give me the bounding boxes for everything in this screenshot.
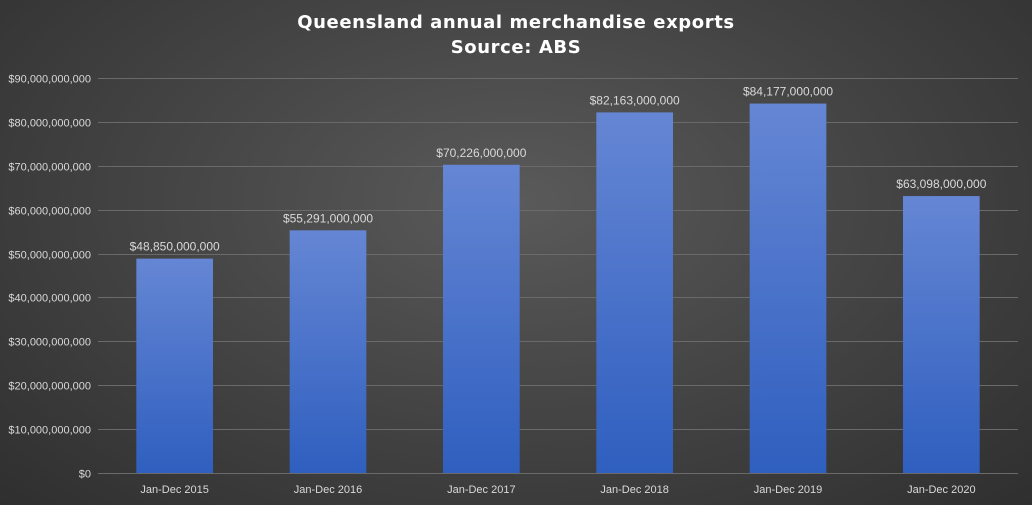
data-labels: $48,850,000,000 $55,291,000,000 $70,226,00… xyxy=(130,85,987,254)
y-tick-label: $90,000,000,000 xyxy=(8,74,91,86)
bar xyxy=(596,112,673,473)
y-tick-label: $60,000,000,000 xyxy=(8,206,91,218)
chart-title: Queensland annual merchandise exports xyxy=(297,12,735,33)
data-label: $82,163,000,000 xyxy=(590,93,680,107)
data-label: $84,177,000,000 xyxy=(743,85,833,99)
y-tick-label: $10,000,000,000 xyxy=(8,425,91,437)
x-tick-label: Jan-Dec 2020 xyxy=(907,484,976,496)
x-tick-label: Jan-Dec 2018 xyxy=(600,484,669,496)
x-tick-label: Jan-Dec 2019 xyxy=(754,484,823,496)
y-tick-label: $70,000,000,000 xyxy=(8,162,91,174)
bar xyxy=(289,230,367,473)
chart-subtitle: Source: ABS xyxy=(450,37,582,58)
x-tick-label: Jan-Dec 2015 xyxy=(140,484,209,496)
chart-title-block: Queensland annual merchandise exports So… xyxy=(0,10,1032,60)
bar xyxy=(136,258,213,473)
bar xyxy=(749,103,827,473)
y-tick-label: $30,000,000,000 xyxy=(8,337,91,349)
bar xyxy=(903,196,980,473)
data-label: $48,850,000,000 xyxy=(130,240,220,254)
bar xyxy=(443,164,520,473)
data-label: $70,226,000,000 xyxy=(436,146,526,160)
y-axis-tick-labels: $0 $10,000,000,000 $20,000,000,000 $30,000,… xyxy=(8,74,91,481)
data-label: $63,098,000,000 xyxy=(896,177,986,191)
x-tick-label: Jan-Dec 2017 xyxy=(447,484,516,496)
data-label: $55,291,000,000 xyxy=(283,211,373,225)
bars xyxy=(136,103,980,473)
y-tick-label: $40,000,000,000 xyxy=(8,293,91,305)
x-axis-tick-labels: Jan-Dec 2015 Jan-Dec 2016 Jan-Dec 2017 Jan-… xyxy=(140,484,975,496)
y-tick-label: $0 xyxy=(79,469,91,481)
gridlines xyxy=(98,78,1018,474)
y-tick-label: $80,000,000,000 xyxy=(8,118,91,130)
x-tick-label: Jan-Dec 2016 xyxy=(294,484,363,496)
y-tick-label: $50,000,000,000 xyxy=(8,250,91,262)
y-tick-label: $20,000,000,000 xyxy=(8,381,91,393)
